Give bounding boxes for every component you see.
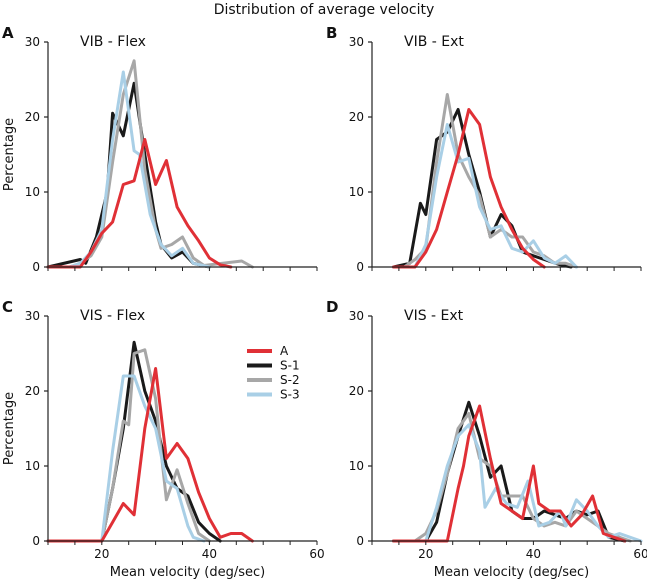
panel-letter-c: C — [2, 298, 13, 316]
series-line-d-a — [392, 404, 627, 543]
series-line-b-a — [392, 108, 546, 269]
series-line-b-s-3 — [392, 123, 578, 269]
x-tick-label-d-20: 20 — [418, 547, 433, 561]
legend-label-s-2: S-2 — [280, 373, 300, 387]
y-tick-label-d-0: 0 — [356, 534, 364, 548]
y-tick-label-a-0: 0 — [32, 260, 40, 274]
panel-d: 0 10 20 30 20 40 60 D VIS - Ext Mean velocity (de… — [326, 298, 647, 580]
series-line-a-s-3 — [46, 70, 211, 269]
figure-title: Distribution of average velocity — [214, 2, 435, 18]
y-tick-label-c-10: 10 — [25, 459, 40, 473]
series-line-c-s-2 — [46, 348, 211, 543]
y-tick-label-a-30: 30 — [25, 35, 40, 49]
y-tick-label-b-20: 20 — [349, 110, 364, 124]
series-line-a-a — [46, 138, 233, 269]
y-axis-label-a: Percentage — [2, 118, 17, 191]
y-tick-label-c-30: 30 — [25, 309, 40, 323]
y-tick-label-c-20: 20 — [25, 384, 40, 398]
chart-panels: 0 10 20 30 A VIB - Flex Percentage 0 10 20 30 B VIB … — [2, 24, 647, 580]
panel-letter-a: A — [2, 24, 14, 42]
x-tick-label-c-40: 40 — [202, 547, 217, 561]
legend: AS-1S-2S-3 — [247, 344, 300, 402]
y-tick-label-a-10: 10 — [25, 185, 40, 199]
legend-label-s-1: S-1 — [280, 359, 300, 373]
y-tick-label-d-30: 30 — [349, 309, 364, 323]
y-tick-label-b-30: 30 — [349, 35, 364, 49]
series-line-c-a — [46, 367, 254, 543]
x-tick-label-c-60: 60 — [309, 547, 324, 561]
panel-letter-d: D — [326, 298, 338, 316]
panel-title-d: VIS - Ext — [404, 308, 464, 324]
x-axis-label-c: Mean velocity (deg/sec) — [110, 565, 265, 580]
y-tick-label-a-20: 20 — [25, 110, 40, 124]
y-tick-label-b-10: 10 — [349, 185, 364, 199]
panel-a: 0 10 20 30 A VIB - Flex Percentage — [2, 24, 318, 274]
x-tick-label-d-40: 40 — [526, 547, 541, 561]
legend-label-s-3: S-3 — [280, 388, 300, 402]
legend-label-a: A — [280, 344, 289, 358]
series-line-b-s-1 — [392, 108, 573, 269]
series-line-b-s-2 — [392, 93, 578, 269]
panel-title-c: VIS - Flex — [80, 308, 145, 324]
y-tick-label-c-0: 0 — [32, 534, 40, 548]
panel-title-b: VIB - Ext — [404, 34, 464, 50]
x-tick-label-c-20: 20 — [94, 547, 109, 561]
panel-letter-b: B — [326, 24, 337, 42]
panel-c: 0 10 20 30 20 40 60 C VIS - Flex Percentage Mean v… — [2, 298, 325, 580]
y-axis-label-c: Percentage — [2, 392, 17, 465]
series-line-c-s-3 — [46, 374, 206, 543]
y-tick-label-d-10: 10 — [349, 459, 364, 473]
x-axis-label-d: Mean velocity (deg/sec) — [434, 565, 589, 580]
panel-b: 0 10 20 30 B VIB - Ext — [326, 24, 642, 274]
y-tick-label-b-0: 0 — [356, 260, 364, 274]
y-tick-label-d-20: 20 — [349, 384, 364, 398]
panel-title-a: VIB - Flex — [80, 34, 146, 50]
x-tick-label-d-60: 60 — [633, 547, 647, 561]
